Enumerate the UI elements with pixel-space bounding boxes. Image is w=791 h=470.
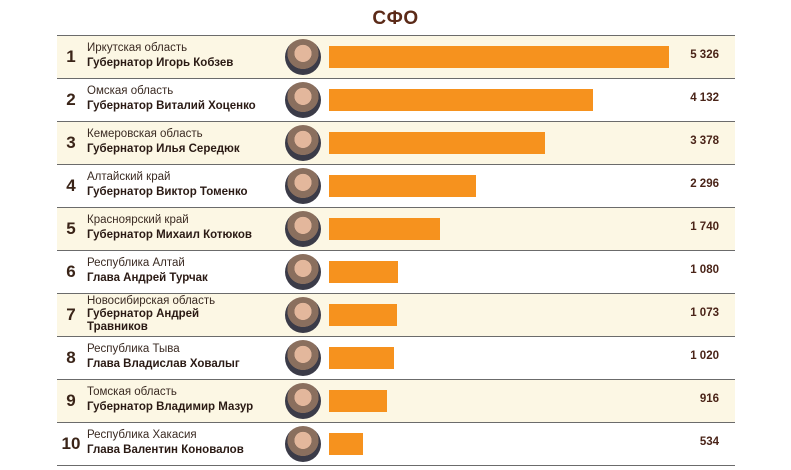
- portrait-photo: [285, 297, 321, 333]
- rank-number: 9: [66, 391, 76, 410]
- leader-name: Губернатор Андрей Травников: [87, 308, 200, 333]
- value-label: 916: [699, 393, 719, 405]
- rank-number: 10: [61, 434, 81, 453]
- region-name: Республика Алтай: [87, 257, 185, 269]
- rank-number: 7: [66, 305, 76, 324]
- rank-number: 5: [66, 219, 76, 238]
- table-row: 3 Кемеровская область Губернатор Илья Сере…: [57, 122, 735, 165]
- value-label: 1 740: [690, 221, 719, 233]
- portrait-photo: [285, 125, 321, 161]
- region-name: Республика Тыва: [87, 343, 180, 355]
- ranking-table: 1 Иркутская область Губернатор Игорь Кобзе…: [57, 35, 735, 466]
- rank-number: 6: [66, 262, 76, 281]
- leader-name: Губернатор Илья Середюк: [87, 143, 240, 155]
- value-label: 3 378: [690, 135, 719, 147]
- rank-number: 1: [66, 47, 76, 66]
- value-label: 5 326: [690, 49, 719, 61]
- leader-name: Глава Андрей Турчак: [87, 272, 208, 284]
- leader-name: Губернатор Игорь Кобзев: [87, 57, 234, 69]
- leader-name: Губернатор Владимир Мазур: [87, 401, 254, 413]
- bar: [329, 132, 545, 154]
- portrait-photo: [285, 254, 321, 290]
- region-name: Красноярский край: [87, 214, 189, 226]
- region-name: Республика Хакасия: [87, 429, 197, 441]
- portrait-photo: [285, 168, 321, 204]
- bar: [329, 89, 593, 111]
- portrait-photo: [285, 426, 321, 462]
- bar: [329, 261, 398, 283]
- rank-number: 2: [66, 90, 76, 109]
- table-row: 8 Республика Тыва Глава Владислав Ховалыг 1…: [57, 337, 735, 380]
- rank-number: 3: [66, 133, 76, 152]
- leader-name: Глава Владислав Ховалыг: [87, 358, 240, 370]
- region-name: Томская область: [87, 386, 177, 398]
- leader-name: Губернатор Виталий Хоценко: [87, 100, 256, 112]
- bar: [329, 46, 669, 68]
- portrait-photo: [285, 82, 321, 118]
- chart-title: СФО: [372, 8, 419, 29]
- table-row: 9 Томская область Губернатор Владимир Мазу…: [57, 380, 735, 423]
- value-label: 1 020: [690, 350, 719, 362]
- portrait-photo: [285, 39, 321, 75]
- table-row: 1 Иркутская область Губернатор Игорь Кобзе…: [57, 36, 735, 79]
- value-label: 534: [699, 436, 719, 448]
- bar: [329, 347, 395, 369]
- rank-number: 4: [66, 176, 76, 195]
- bar: [329, 218, 441, 240]
- table-row: 7 Новосибирская область Губернатор Андрей …: [57, 294, 735, 337]
- bar: [329, 433, 364, 455]
- value-label: 1 080: [690, 264, 719, 276]
- region-name: Кемеровская область: [87, 128, 203, 140]
- region-name: Иркутская область: [87, 42, 188, 54]
- bar: [329, 304, 398, 326]
- value-label: 2 296: [690, 178, 719, 190]
- table-row: 6 Республика Алтай Глава Андрей Турчак 1 08…: [57, 251, 735, 294]
- portrait-photo: [285, 340, 321, 376]
- table-row: 5 Красноярский край Губернатор Михаил Котю…: [57, 208, 735, 251]
- portrait-photo: [285, 211, 321, 247]
- rank-number: 8: [66, 348, 76, 367]
- leader-name: Глава Валентин Коновалов: [87, 444, 244, 456]
- bar: [329, 390, 388, 412]
- table-row: 2 Омская область Губернатор Виталий Хоценк…: [57, 79, 735, 122]
- region-name: Новосибирская область: [87, 295, 216, 307]
- region-name: Алтайский край: [87, 171, 171, 183]
- table-row: 10 Республика Хакасия Глава Валентин Конов…: [57, 423, 735, 466]
- table-row: 4 Алтайский край Губернатор Виктор Томенко…: [57, 165, 735, 208]
- portrait-photo: [285, 383, 321, 419]
- leader-name: Губернатор Михаил Котюков: [87, 229, 252, 241]
- value-label: 4 132: [690, 92, 719, 104]
- value-label: 1 073: [690, 307, 719, 319]
- leader-name: Губернатор Виктор Томенко: [87, 186, 248, 198]
- bar: [329, 175, 476, 197]
- region-name: Омская область: [87, 85, 174, 97]
